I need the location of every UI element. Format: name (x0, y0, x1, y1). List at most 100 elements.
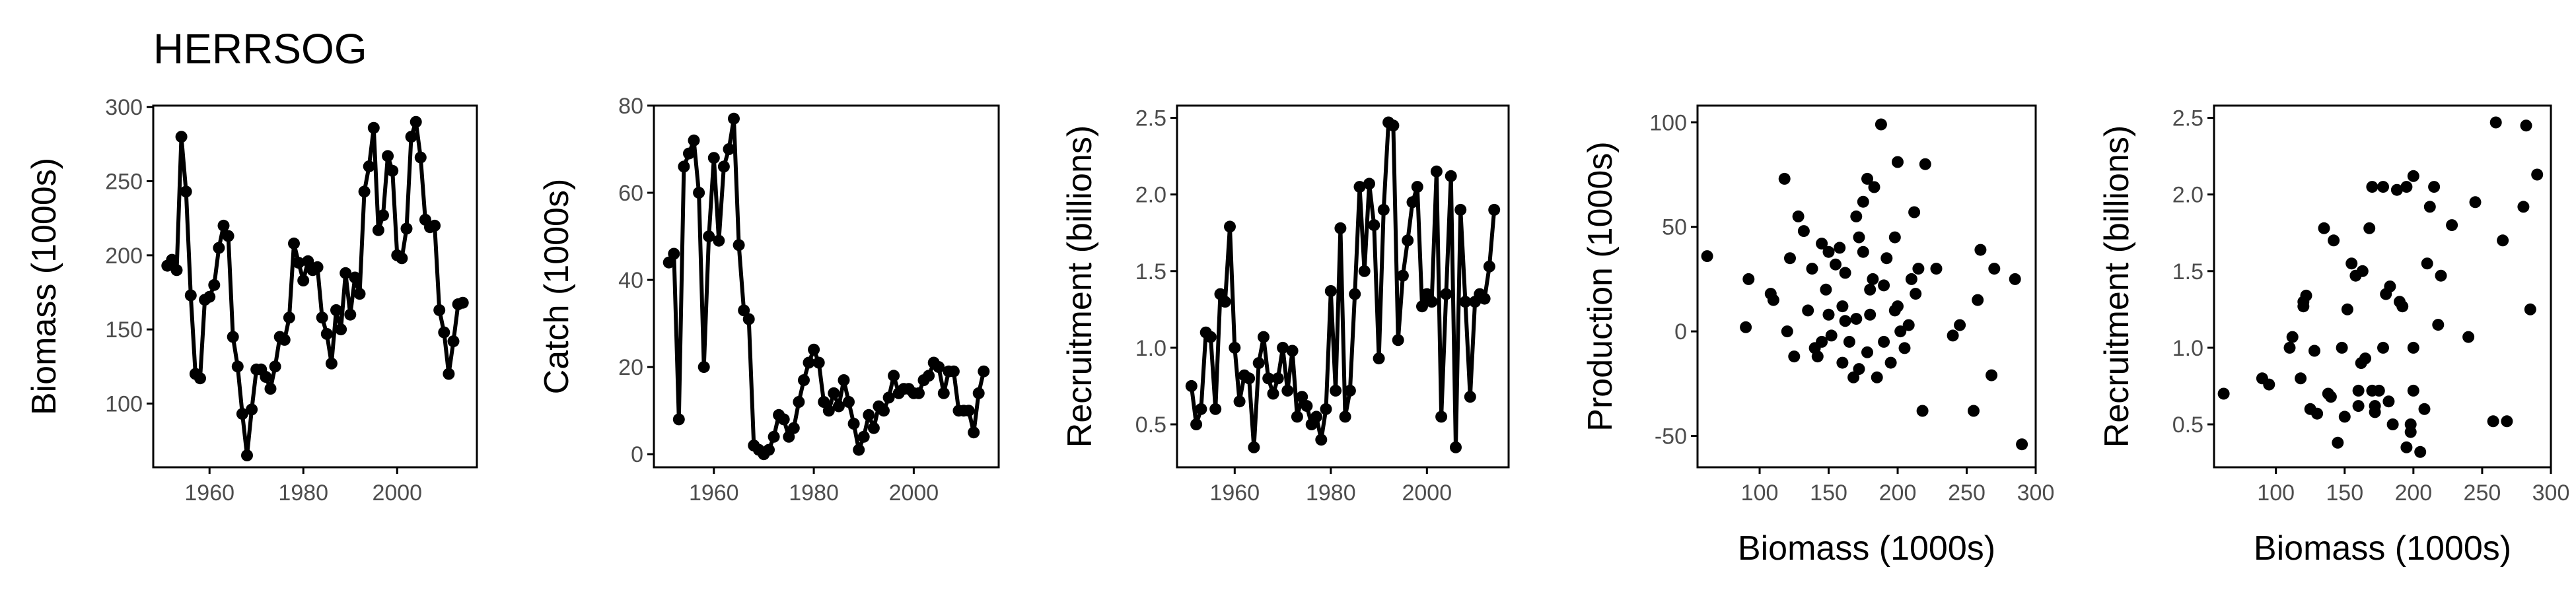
data-point (2318, 222, 2330, 234)
data-point (787, 422, 800, 434)
series-line (1189, 120, 1497, 449)
chart-panel-4: -50 0 50 100 100 150 200 250 300 Production (1000… (1581, 104, 2055, 568)
data-point (1853, 231, 1865, 244)
data-point (1392, 334, 1404, 346)
data-point (1968, 405, 1980, 417)
data-point (400, 222, 413, 235)
y-tick-label: 300 (105, 95, 143, 120)
data-point (246, 403, 258, 416)
data-point (330, 304, 342, 316)
data-point (213, 242, 225, 254)
data-point (1358, 265, 1371, 277)
data-point (1248, 441, 1260, 453)
data-point (717, 160, 730, 173)
data-point (1291, 411, 1303, 423)
data-point (1784, 252, 1796, 265)
x-tick-label: 1960 (689, 480, 739, 506)
data-point (1834, 242, 1846, 254)
plot-frame (1696, 104, 2037, 469)
x-tick-label: 200 (2394, 480, 2432, 506)
data-point (1811, 350, 1824, 363)
data-point (1277, 341, 1289, 354)
data-point (923, 370, 935, 382)
data-point (863, 409, 875, 421)
data-point (2324, 391, 2337, 403)
x-tick-label: 300 (2017, 480, 2055, 506)
data-point (1315, 434, 1328, 446)
data-point (311, 261, 324, 273)
data-point (320, 327, 333, 340)
x-tick-label: 250 (2464, 480, 2501, 506)
data-point (2328, 234, 2340, 247)
data-point (1262, 372, 1275, 385)
y-axis-label: Recruitment (billions) (2098, 125, 2136, 447)
data-point (1411, 181, 1423, 193)
data-point (1912, 263, 1925, 275)
data-point (2311, 407, 2324, 420)
data-point (832, 400, 845, 412)
data-point (808, 343, 820, 356)
data-point (1459, 296, 1472, 308)
data-point (288, 237, 300, 249)
y-tick-label: 2.0 (1135, 183, 1166, 208)
data-point (1816, 238, 1828, 250)
data-point (1850, 313, 1863, 325)
data-point (693, 187, 705, 199)
data-point (913, 387, 925, 399)
data-point (1797, 225, 1810, 238)
data-point (2396, 300, 2409, 313)
data-point (180, 185, 192, 198)
x-tick-label: 1960 (1209, 480, 1260, 506)
x-tick-label: 1980 (1306, 480, 1356, 506)
data-point (2366, 181, 2379, 193)
data-point (2421, 257, 2433, 270)
data-point (1286, 345, 1299, 357)
data-point (2377, 181, 2389, 193)
data-point (2404, 426, 2417, 438)
data-point (170, 264, 183, 277)
data-point (968, 426, 980, 439)
data-point (2487, 415, 2499, 428)
y-tick-label: 0 (631, 442, 643, 467)
data-point (2286, 331, 2299, 343)
data-point (1853, 363, 1865, 376)
data-point (2009, 273, 2021, 285)
data-point (1701, 250, 1713, 263)
data-point (1778, 172, 1791, 185)
data-point (972, 387, 985, 399)
data-point (2400, 441, 2413, 453)
data-point (1878, 279, 1890, 292)
data-point (1349, 288, 1361, 300)
data-point (768, 430, 780, 443)
data-point (2382, 395, 2395, 408)
data-point (2369, 400, 2381, 412)
data-point (847, 418, 860, 430)
data-point (1892, 300, 1904, 313)
data-point (166, 253, 178, 266)
data-point (1947, 329, 1959, 342)
data-point (1880, 252, 1893, 265)
data-point (1267, 387, 1279, 400)
data-point (713, 234, 725, 247)
data-point (812, 356, 825, 369)
data-point (798, 374, 810, 386)
x-tick-label: 150 (2326, 480, 2363, 506)
x-tick-label: 200 (1879, 480, 1917, 506)
y-tick-label: 250 (105, 170, 143, 195)
data-point (1435, 411, 1448, 423)
data-point (344, 308, 357, 321)
data-point (2531, 168, 2544, 181)
data-point (672, 413, 685, 426)
y-axis-label: Catch (1000s) (538, 179, 576, 395)
y-tick-label: 100 (1649, 110, 1687, 135)
data-point (1954, 319, 1966, 331)
data-point (1377, 203, 1390, 216)
data-point (2384, 280, 2396, 292)
data-point (1396, 269, 1409, 282)
data-point (822, 405, 835, 417)
data-point (698, 361, 710, 374)
data-point (1478, 292, 1491, 305)
data-point (222, 230, 234, 242)
data-point (1898, 342, 1911, 354)
data-point (293, 257, 305, 269)
